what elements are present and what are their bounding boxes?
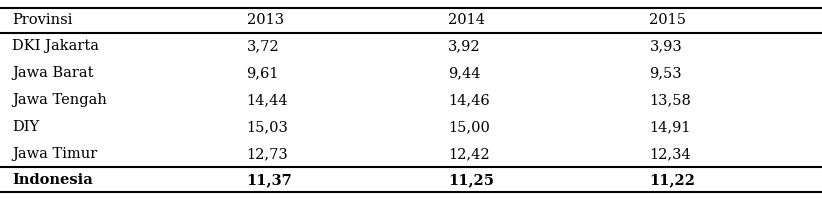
Text: DKI Jakarta: DKI Jakarta: [12, 39, 99, 53]
Text: Indonesia: Indonesia: [12, 173, 93, 187]
Text: 14,91: 14,91: [649, 120, 690, 134]
Text: 3,92: 3,92: [448, 39, 481, 53]
Text: 9,44: 9,44: [448, 66, 481, 80]
Text: 11,37: 11,37: [247, 173, 293, 187]
Text: Jawa Timur: Jawa Timur: [12, 147, 98, 161]
Text: 2014: 2014: [448, 13, 485, 27]
Text: 3,72: 3,72: [247, 39, 279, 53]
Text: 2013: 2013: [247, 13, 284, 27]
Text: Provinsi: Provinsi: [12, 13, 73, 27]
Text: DIY: DIY: [12, 120, 39, 134]
Text: 11,22: 11,22: [649, 173, 695, 187]
Text: 11,25: 11,25: [448, 173, 494, 187]
Text: 2015: 2015: [649, 13, 686, 27]
Text: 15,03: 15,03: [247, 120, 289, 134]
Text: 14,44: 14,44: [247, 93, 289, 107]
Text: 12,42: 12,42: [448, 147, 490, 161]
Text: Jawa Barat: Jawa Barat: [12, 66, 94, 80]
Text: 9,53: 9,53: [649, 66, 682, 80]
Text: Jawa Tengah: Jawa Tengah: [12, 93, 107, 107]
Text: 3,93: 3,93: [649, 39, 682, 53]
Text: 14,46: 14,46: [448, 93, 490, 107]
Text: 12,34: 12,34: [649, 147, 691, 161]
Text: 12,73: 12,73: [247, 147, 289, 161]
Text: 15,00: 15,00: [448, 120, 490, 134]
Text: 13,58: 13,58: [649, 93, 691, 107]
Text: 9,61: 9,61: [247, 66, 279, 80]
